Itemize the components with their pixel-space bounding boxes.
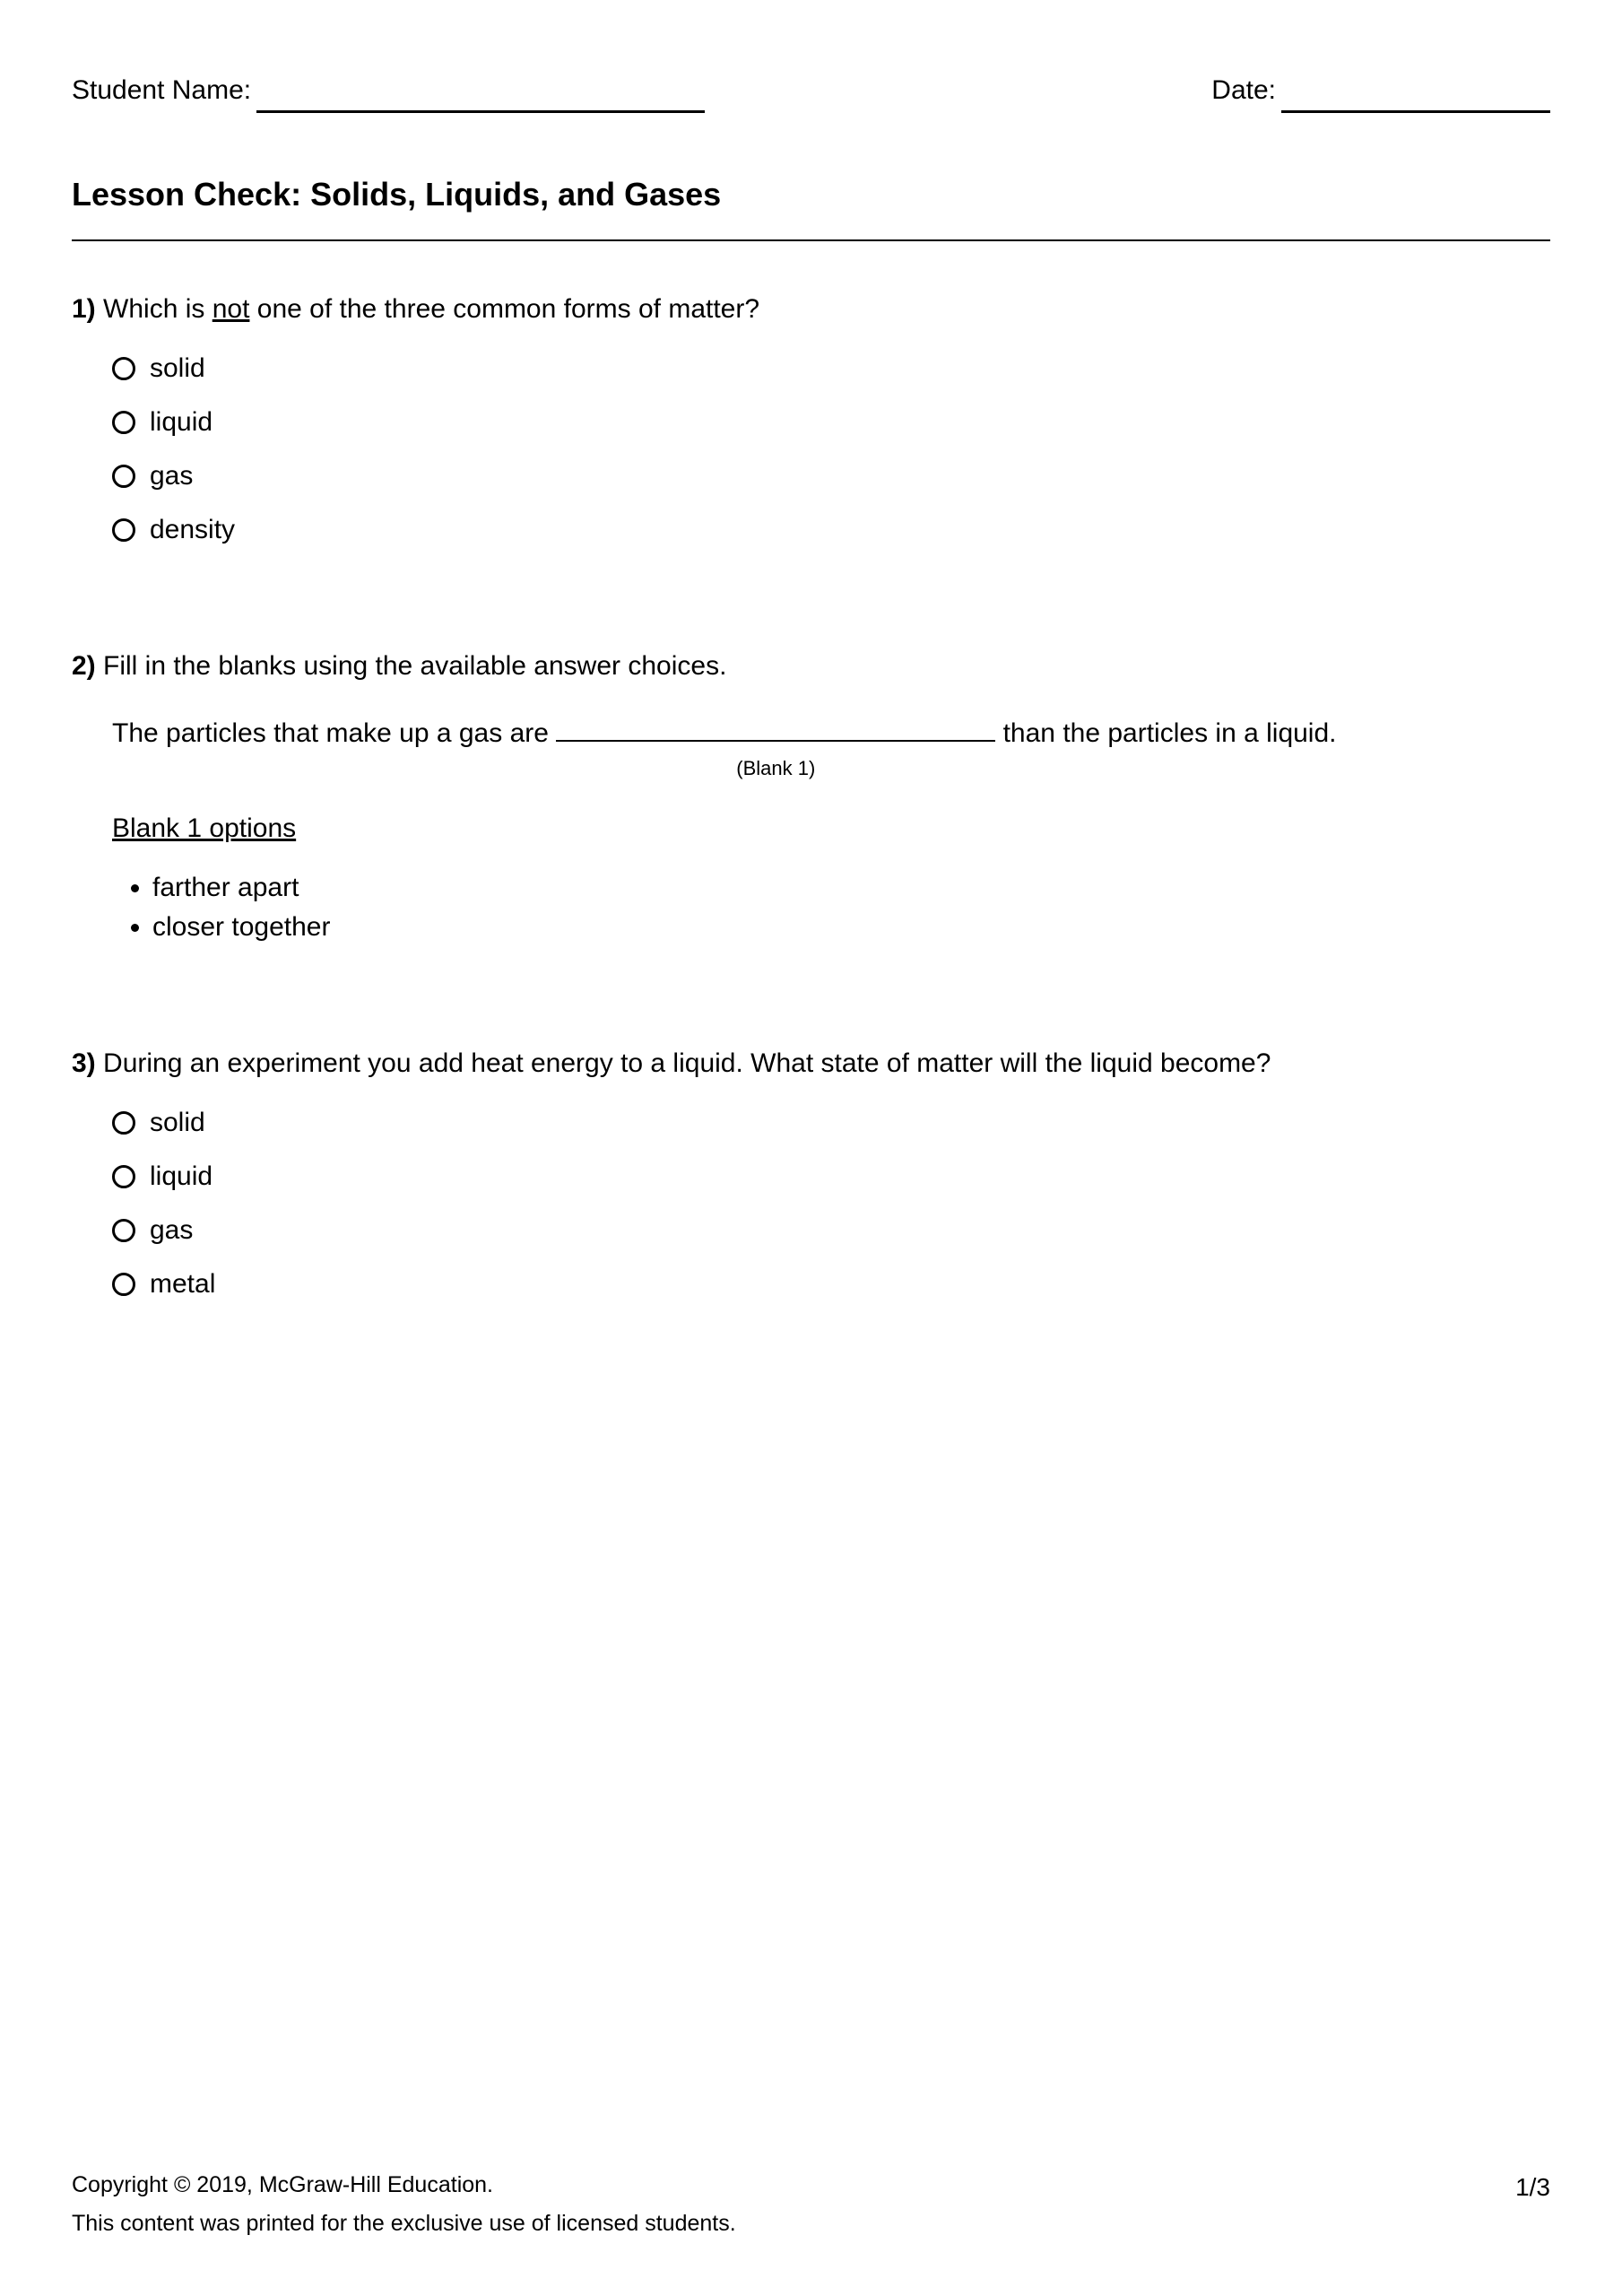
q2-number: 2)	[72, 651, 96, 681]
option-label: liquid	[150, 1158, 213, 1196]
q1-text-underline: not	[213, 294, 250, 324]
option-label: solid	[150, 1104, 205, 1142]
q3-option-a[interactable]: solid	[112, 1104, 1550, 1142]
q3-text: 3) During an experiment you add heat ene…	[72, 1045, 1550, 1083]
q3-option-c[interactable]: gas	[112, 1212, 1550, 1249]
page-number: 1/3	[1515, 2166, 1550, 2209]
lesson-title: Lesson Check: Solids, Liquids, and Gases	[72, 172, 1550, 217]
radio-icon	[112, 518, 135, 542]
student-name-line[interactable]	[256, 88, 705, 113]
q2-blank[interactable]: (Blank 1)	[556, 740, 995, 742]
radio-icon	[112, 1219, 135, 1242]
q1-option-d[interactable]: density	[112, 511, 1550, 549]
q2-sentence-post: than the particles in a liquid.	[995, 718, 1336, 748]
radio-icon	[112, 357, 135, 380]
q3-number: 3)	[72, 1048, 96, 1078]
option-label: density	[150, 511, 235, 549]
q3-option-d[interactable]: metal	[112, 1265, 1550, 1303]
date-label: Date:	[1211, 72, 1276, 109]
student-name-label: Student Name:	[72, 72, 251, 109]
date-line[interactable]	[1281, 88, 1550, 113]
q3-options: solid liquid gas metal	[112, 1104, 1550, 1303]
option-label: gas	[150, 1212, 193, 1249]
q1-text-post: one of the three common forms of matter?	[249, 294, 759, 324]
question-3: 3) During an experiment you add heat ene…	[72, 1045, 1550, 1303]
q2-blank-caption: (Blank 1)	[736, 749, 815, 788]
radio-icon	[112, 1273, 135, 1296]
q1-text: 1) Which is not one of the three common …	[72, 291, 1550, 328]
q2-instruction: Fill in the blanks using the available a…	[103, 651, 726, 681]
question-2: 2) Fill in the blanks using the availabl…	[72, 648, 1550, 946]
radio-icon	[112, 465, 135, 488]
q1-option-c[interactable]: gas	[112, 457, 1550, 495]
worksheet-header: Student Name: Date:	[72, 72, 1550, 109]
q1-option-b[interactable]: liquid	[112, 404, 1550, 441]
title-rule	[72, 239, 1550, 241]
option-label: liquid	[150, 404, 213, 441]
q3-question-text: During an experiment you add heat energy…	[103, 1048, 1271, 1078]
option-label: metal	[150, 1265, 215, 1303]
q2-options-title: Blank 1 options	[112, 810, 1550, 848]
date-field: Date:	[1211, 72, 1550, 109]
radio-icon	[112, 1165, 135, 1188]
page-footer: Copyright © 2019, McGraw-Hill Education.…	[72, 2166, 1550, 2242]
q2-options-list: farther apart closer together	[152, 869, 1550, 946]
q3-option-b[interactable]: liquid	[112, 1158, 1550, 1196]
option-label: gas	[150, 457, 193, 495]
q2-sentence-pre: The particles that make up a gas are	[112, 718, 556, 748]
copyright-text: Copyright © 2019, McGraw-Hill Education.	[72, 2166, 736, 2205]
q1-number: 1)	[72, 294, 96, 324]
question-1: 1) Which is not one of the three common …	[72, 291, 1550, 549]
q2-options-section: Blank 1 options farther apart closer tog…	[112, 810, 1550, 946]
q2-sentence: The particles that make up a gas are (Bl…	[112, 707, 1550, 761]
q1-options: solid liquid gas density	[112, 350, 1550, 549]
q1-option-a[interactable]: solid	[112, 350, 1550, 387]
radio-icon	[112, 411, 135, 434]
q2-option-1: farther apart	[152, 869, 1550, 907]
notice-text: This content was printed for the exclusi…	[72, 2205, 736, 2243]
radio-icon	[112, 1111, 135, 1135]
student-name-field: Student Name:	[72, 72, 705, 109]
q2-option-2: closer together	[152, 909, 1550, 946]
option-label: solid	[150, 350, 205, 387]
q1-text-pre: Which is	[103, 294, 213, 324]
q2-text: 2) Fill in the blanks using the availabl…	[72, 648, 1550, 685]
